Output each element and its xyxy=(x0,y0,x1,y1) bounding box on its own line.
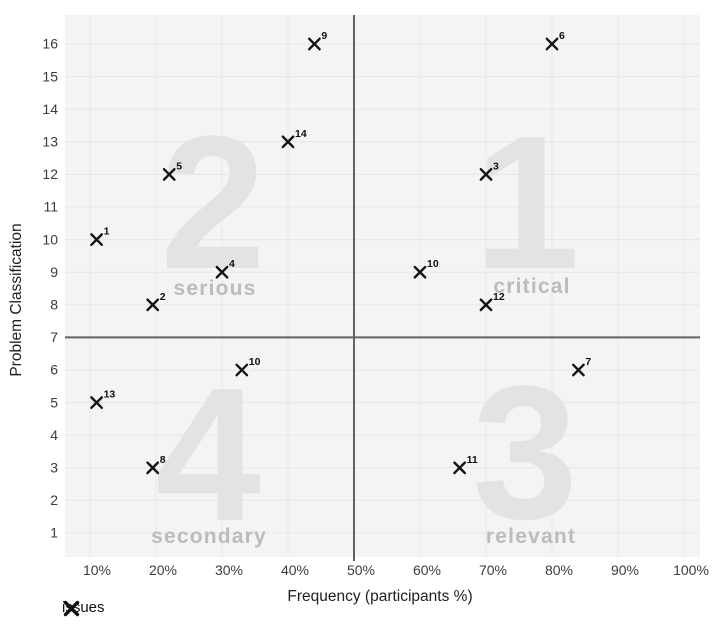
x-tick-label: 50% xyxy=(347,562,375,578)
data-point-label: 1 xyxy=(104,226,110,238)
x-tick-label: 100% xyxy=(673,562,709,578)
y-tick-label: 4 xyxy=(50,427,58,443)
quadrant-3-word: relevant xyxy=(486,525,576,548)
data-point-label: 10 xyxy=(427,258,439,270)
y-tick-label: 8 xyxy=(50,297,58,313)
data-point-label: 5 xyxy=(176,160,182,172)
data-point-label: 4 xyxy=(229,258,235,270)
x-tick-label: 40% xyxy=(281,562,309,578)
x-axis-title: Frequency (participants %) xyxy=(287,588,473,605)
y-tick-label: 16 xyxy=(42,36,58,52)
data-point-label: 3 xyxy=(493,160,499,172)
x-marker-glyph xyxy=(215,265,229,279)
x-marker-glyph xyxy=(162,168,176,181)
x-marker-glyph xyxy=(479,168,493,181)
y-tick-label: 5 xyxy=(50,394,58,410)
data-point-label: 6 xyxy=(559,30,565,42)
data-point-14: 14 xyxy=(281,128,307,149)
quadrant-1-word: critical xyxy=(493,275,570,298)
quadrant-2-word: serious xyxy=(173,277,256,300)
data-point-label: 13 xyxy=(104,389,116,401)
y-tick-label: 13 xyxy=(42,134,58,150)
quadrant-2-number: 2 xyxy=(160,97,266,309)
data-point-8: 8 xyxy=(146,454,166,475)
x-marker-glyph xyxy=(308,37,321,51)
data-point-label: 14 xyxy=(295,128,307,140)
data-point-label: 11 xyxy=(467,454,478,466)
y-tick-label: 9 xyxy=(50,264,58,280)
quadrant-1-number: 1 xyxy=(474,97,580,309)
data-point-13: 13 xyxy=(90,389,116,409)
y-tick-label: 10 xyxy=(42,231,58,247)
data-point-10: 10 xyxy=(235,356,261,377)
y-tick-label: 7 xyxy=(50,329,58,345)
quadrant-4-word: secondary xyxy=(151,525,267,548)
x-marker-glyph xyxy=(281,135,295,149)
data-point-label: 12 xyxy=(493,291,505,303)
x-marker-glyph xyxy=(572,363,585,377)
x-marker-glyph xyxy=(146,461,160,475)
data-point-1: 1 xyxy=(90,226,110,246)
x-marker-icon xyxy=(63,600,80,617)
y-axis-title: Problem Classification xyxy=(8,223,25,377)
data-point-label: 2 xyxy=(160,291,166,303)
x-tick-label: 80% xyxy=(545,562,573,578)
y-tick-label: 11 xyxy=(43,199,58,215)
data-point-2: 2 xyxy=(146,291,166,312)
y-tick-label: 2 xyxy=(50,492,58,508)
data-point-6: 6 xyxy=(545,30,565,51)
x-marker-glyph xyxy=(545,37,559,51)
x-marker-glyph xyxy=(146,298,160,312)
legend: issues xyxy=(62,599,105,617)
x-tick-label: 90% xyxy=(611,562,639,578)
data-point-10: 10 xyxy=(413,258,439,279)
data-point-label: 9 xyxy=(321,30,327,42)
plot-area xyxy=(65,15,700,557)
data-point-7: 7 xyxy=(572,356,591,377)
x-tick-label: 10% xyxy=(83,562,111,578)
x-tick-label: 60% xyxy=(413,562,441,578)
y-tick-label: 14 xyxy=(42,101,58,117)
data-point-5: 5 xyxy=(162,160,182,181)
quadrant-3-number: 3 xyxy=(472,347,578,559)
x-marker-glyph xyxy=(90,233,103,246)
data-point-12: 12 xyxy=(479,291,505,312)
data-point-9: 9 xyxy=(308,30,327,51)
x-tick-label: 30% xyxy=(215,562,243,578)
y-tick-label: 6 xyxy=(50,362,58,378)
y-tick-label: 1 xyxy=(50,525,58,541)
y-tick-label: 15 xyxy=(42,68,58,84)
data-point-11: 11 xyxy=(453,454,478,475)
y-tick-label: 3 xyxy=(50,460,58,476)
x-marker-glyph xyxy=(413,265,427,279)
data-point-4: 4 xyxy=(215,258,235,279)
y-tick-label: 12 xyxy=(42,166,58,182)
data-point-3: 3 xyxy=(479,160,499,181)
x-marker-glyph xyxy=(235,363,249,377)
data-point-label: 10 xyxy=(249,356,261,368)
data-point-label: 7 xyxy=(585,356,591,368)
x-tick-label: 70% xyxy=(479,562,507,578)
data-point-label: 8 xyxy=(160,454,166,466)
x-marker-glyph xyxy=(479,298,493,312)
x-marker-glyph xyxy=(453,461,466,475)
x-marker-glyph xyxy=(90,396,103,409)
quadrant-4-number: 4 xyxy=(155,349,261,561)
x-tick-label: 20% xyxy=(149,562,177,578)
